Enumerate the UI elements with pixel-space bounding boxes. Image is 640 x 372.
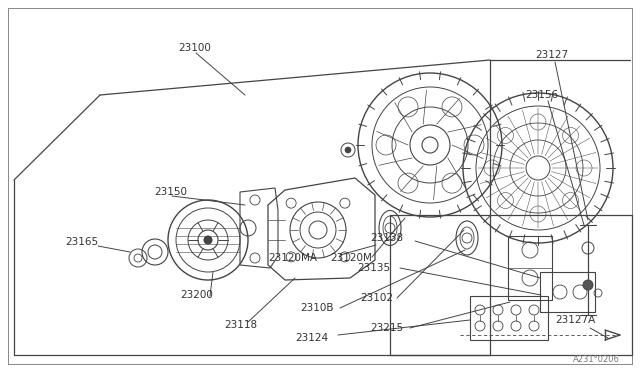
Text: 23138: 23138: [370, 233, 403, 243]
Text: 23124: 23124: [295, 333, 328, 343]
Circle shape: [345, 147, 351, 153]
Text: 23127A: 23127A: [555, 315, 595, 325]
Text: 23120M: 23120M: [330, 253, 372, 263]
Text: 23102: 23102: [360, 293, 393, 303]
Text: 23120MA: 23120MA: [268, 253, 317, 263]
Circle shape: [583, 280, 593, 290]
Text: 23165: 23165: [65, 237, 98, 247]
Text: 2310B: 2310B: [300, 303, 333, 313]
Text: 23156: 23156: [525, 90, 558, 100]
Text: 23118: 23118: [224, 320, 257, 330]
Text: A231°0206: A231°0206: [573, 356, 620, 365]
Text: 23135: 23135: [357, 263, 390, 273]
Text: 23150: 23150: [154, 187, 187, 197]
Text: 23215: 23215: [370, 323, 403, 333]
Text: 23100: 23100: [178, 43, 211, 53]
Text: 23200: 23200: [180, 290, 213, 300]
Circle shape: [204, 236, 212, 244]
Text: 23127: 23127: [535, 50, 568, 60]
